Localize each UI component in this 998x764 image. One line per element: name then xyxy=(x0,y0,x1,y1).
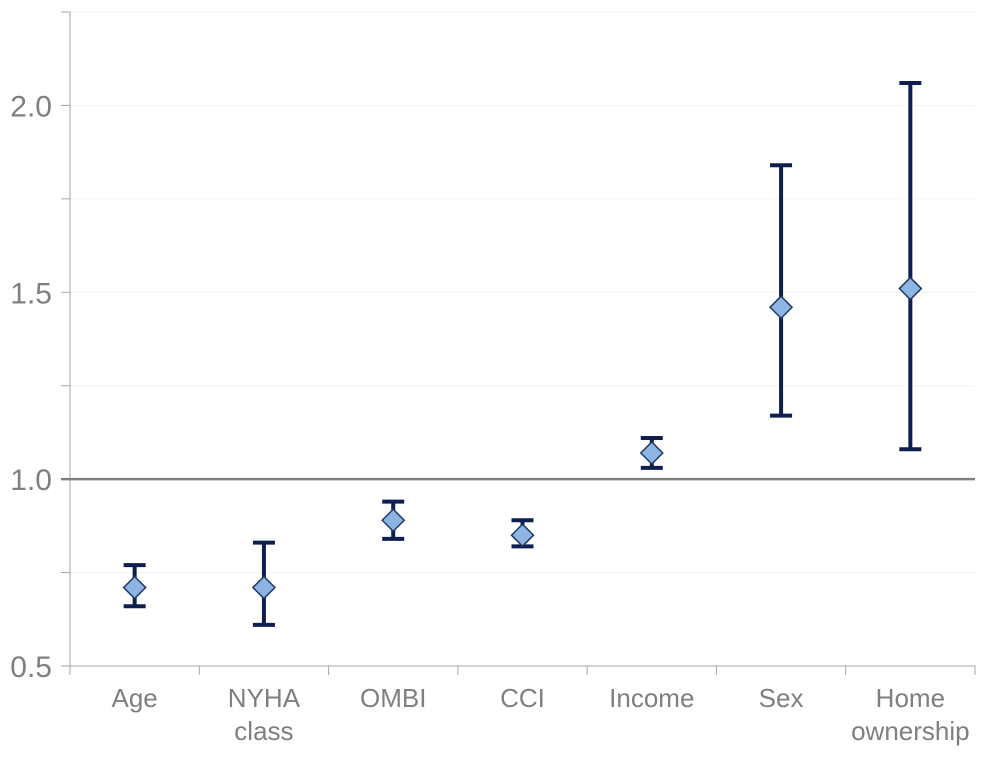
point-estimate-marker xyxy=(510,523,535,548)
y-tick-label: 0.5 xyxy=(10,651,52,684)
x-tick-label-line: Age xyxy=(112,683,158,713)
x-tick-label: NYHA class xyxy=(228,683,301,746)
x-tick-label-line: ownership xyxy=(851,716,970,746)
y-tick-labels: 0.5 1.0 1.5 2.0 xyxy=(10,90,52,684)
point-estimate-marker xyxy=(639,440,664,466)
point-estimate-marker xyxy=(898,276,923,301)
point-estimate-marker xyxy=(251,575,276,600)
x-tick-label: Home ownership xyxy=(851,683,970,746)
y-tick-label: 2.0 xyxy=(10,90,52,123)
point-estimate-marker xyxy=(122,575,147,600)
x-tick-label: OMBI xyxy=(360,683,426,713)
y-tick-label: 1.5 xyxy=(10,277,52,310)
y-tick-label: 1.0 xyxy=(10,464,52,497)
x-tick-label: CCI xyxy=(500,683,545,713)
point-estimate-marker xyxy=(381,508,406,533)
x-tick-label-line: Income xyxy=(609,683,694,713)
x-tick-label-line: NYHA xyxy=(228,683,301,713)
axes xyxy=(61,11,976,675)
x-tick-label-line: class xyxy=(234,716,293,746)
x-tick-label-line: Home xyxy=(876,683,945,713)
grid-lines xyxy=(70,11,975,574)
x-tick-labels: Age NYHA class OMBI CCI Income Sex Home ownershi… xyxy=(112,683,970,746)
point-estimate-marker xyxy=(769,295,794,320)
x-tick-label: Age xyxy=(112,683,158,713)
x-tick-label-line: CCI xyxy=(500,683,545,713)
point-estimates xyxy=(122,276,923,600)
x-tick-label: Sex xyxy=(759,683,804,713)
x-tick-label: Income xyxy=(609,683,694,713)
x-tick-label-line: Sex xyxy=(759,683,804,713)
x-tick-label-line: OMBI xyxy=(360,683,426,713)
